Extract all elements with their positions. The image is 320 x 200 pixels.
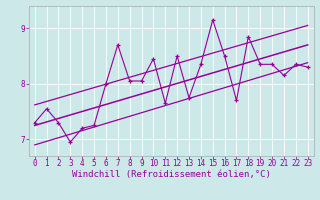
X-axis label: Windchill (Refroidissement éolien,°C): Windchill (Refroidissement éolien,°C) <box>72 170 271 179</box>
